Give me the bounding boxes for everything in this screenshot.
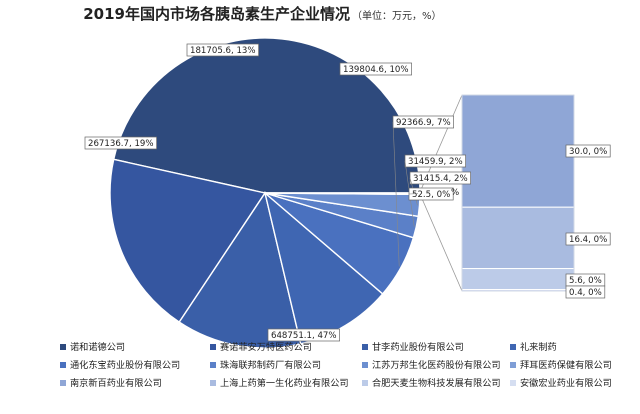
- stack-label-2-text: 16.4, 0%: [569, 235, 607, 245]
- pie-label-5: 92366.9, 7%: [392, 115, 454, 129]
- stack-label-1-text: 30.0, 0%: [569, 147, 607, 157]
- legend-item-3: 甘李药业股份有限公司: [372, 341, 464, 353]
- legend-swatch-1: [60, 344, 66, 350]
- legend-item-1: 诺和诺德公司: [70, 341, 125, 353]
- stack-segment-2: [461, 206, 575, 270]
- pie-label-7: 31415.4, 2%: [409, 171, 471, 185]
- stack-segment-3: [461, 268, 575, 291]
- legend-item-4: 礼来制药: [520, 341, 557, 353]
- legend-swatch-10: [210, 380, 216, 386]
- pie: [109, 37, 421, 349]
- pie-slice-2: [109, 158, 267, 324]
- legend-item-7: 江苏万邦生化医药股份有限公司: [372, 359, 501, 371]
- pie-label-6: 31459.9, 2%: [404, 154, 466, 168]
- pie-label-2-text: 267136.7, 19%: [88, 139, 154, 149]
- pie-slice-3: [178, 191, 302, 349]
- legend-item-9: 南京新百药业有限公司: [70, 377, 162, 389]
- pie-label-3: 181705.6, 13%: [186, 43, 259, 57]
- legend-item-12: 安徽宏业药业有限公司: [520, 377, 612, 389]
- legend-swatch-12: [510, 380, 516, 386]
- legend-item-6: 珠海联邦制药厂有限公司: [220, 359, 321, 371]
- pie-label-4: 139804.6, 10%: [339, 62, 412, 76]
- pie-label-8-text: 52.5, 0%: [412, 190, 450, 200]
- pie-label-2-box: [84, 136, 157, 150]
- legend-item-2: 赛诺菲安万特医药公司: [220, 341, 312, 353]
- leader-line: [392, 121, 400, 267]
- stack-label-2: 16.4, 0%: [565, 232, 611, 246]
- legend-item-8: 拜耳医药保健有限公司: [520, 359, 612, 371]
- pie-label-3-box: [186, 43, 259, 57]
- stack-label-4-box: [565, 285, 606, 299]
- stack-label-4-text: 0.4, 0%: [569, 288, 602, 298]
- stack-label-1-box: [565, 144, 611, 158]
- pie-label-3-text: 181705.6, 13%: [190, 46, 256, 56]
- legend-swatch-8: [510, 362, 516, 368]
- stack-label-1: 30.0, 0%: [565, 144, 611, 158]
- chart-unit: （单位：万元，%）: [352, 9, 442, 22]
- legend-swatch-2: [210, 344, 216, 350]
- stacked-bar-outline: [461, 94, 575, 292]
- legend-swatch-3: [362, 344, 368, 350]
- pie-label-5-text: 92366.9, 7%: [396, 118, 451, 128]
- pie-slice-4: [263, 191, 384, 345]
- stack-label-2-box: [565, 232, 611, 246]
- legend-swatch-9: [60, 380, 66, 386]
- legend-item-11: 合肥天麦生物科技发展有限公司: [372, 377, 501, 389]
- legend-item-5: 通化东宝药业股份有限公司: [70, 359, 180, 371]
- pie-label-6-text: 31459.9, 2%: [408, 157, 463, 167]
- connector-bottom: [419, 193, 463, 292]
- pie-label-1-box: [267, 328, 340, 342]
- legend-swatch-6: [210, 362, 216, 368]
- legend-swatch-7: [362, 362, 368, 368]
- stack-label-3-text: 5.6, 0%: [569, 276, 602, 286]
- stacked-bar: [461, 94, 575, 292]
- stack-label-3: 5.6, 0%: [565, 273, 606, 287]
- pie-label-2: 267136.7, 19%: [84, 136, 157, 150]
- legend-swatch-5: [60, 362, 66, 368]
- data-labels: 648751.1, 47% 267136.7, 19% 181705.6, 13% 1…: [84, 43, 611, 342]
- pie-label-4-box: [339, 62, 412, 76]
- partial-label: %: [451, 188, 459, 198]
- pie-label-4-text: 139804.6, 10%: [343, 65, 409, 75]
- legend: 诺和诺德公司 赛诺菲安万特医药公司 甘李药业股份有限公司 礼来制药通化东宝药业股份有限…: [60, 341, 612, 389]
- legend-swatch-11: [362, 380, 368, 386]
- chart-title: 2019年国内市场各胰岛素生产企业情况: [83, 5, 350, 23]
- pie-label-1: 648751.1, 47%: [267, 328, 340, 342]
- stack-segment-1: [461, 94, 575, 208]
- legend-item-10: 上海上药第一生化药业有限公司: [220, 377, 349, 389]
- pie-label-8: 52.5, 0%: [408, 187, 454, 201]
- pie-slice-1: [112, 37, 421, 194]
- pie-label-1-text: 648751.1, 47%: [271, 331, 337, 341]
- pie-label-7-text: 31415.4, 2%: [413, 174, 468, 184]
- stack-label-4: 0.4, 0%: [565, 285, 606, 299]
- legend-swatch-4: [510, 344, 516, 350]
